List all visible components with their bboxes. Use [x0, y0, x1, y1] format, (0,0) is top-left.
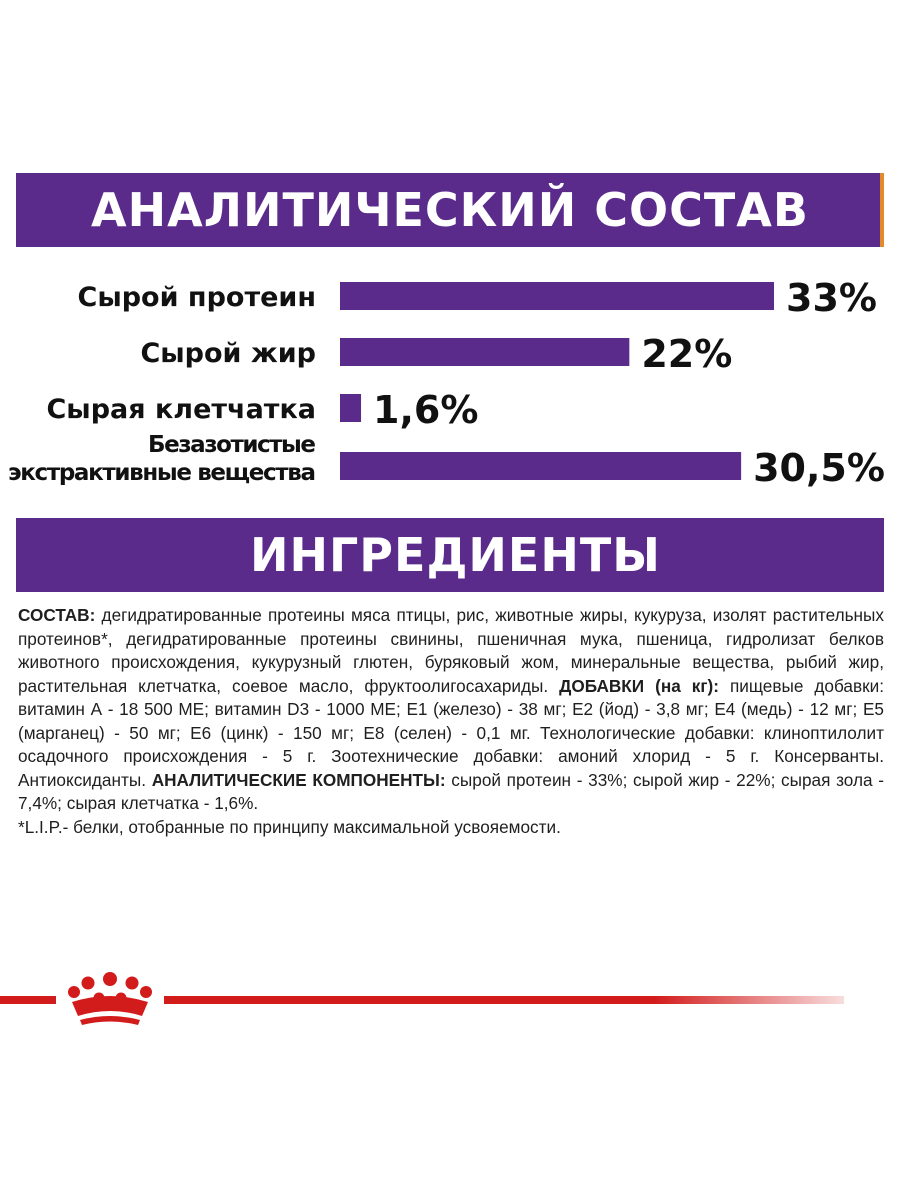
- brand-line-left: [0, 996, 56, 1004]
- additives-text: пищевые добавки: витамин А - 18 500 МЕ; …: [18, 675, 885, 790]
- additives-label: ДОБАВКИ (на кг):: [559, 675, 719, 696]
- bar-3: [340, 452, 742, 480]
- bar-1: [340, 338, 630, 366]
- composition-label: СОСТАВ:: [18, 605, 96, 625]
- analysis-title: АНАЛИТИЧЕСКИЙ СОСТАВ: [91, 183, 809, 237]
- footnote: *L.I.P.- белки, отобранные по принципу м…: [18, 816, 561, 837]
- composition-bar-chart: 33% Сырой протеин 22% Сырой жир 1,6% Сырая кл…: [8, 276, 885, 490]
- value-label-1: 22%: [641, 332, 732, 376]
- value-label-2: 1,6%: [373, 388, 478, 432]
- analytic-components-label: АНАЛИТИЧЕСКИЕ КОМПОНЕНТЫ:: [151, 769, 446, 790]
- composition-text: дегидратированные протеины мяса птицы, р…: [18, 605, 884, 696]
- category-label-3-1: экстрактивные вещества: [8, 460, 316, 486]
- banner-accent-stripe: [880, 173, 884, 247]
- ingredients-text-block: СОСТАВ: дегидратированные протеины мяса …: [18, 604, 884, 839]
- category-label-3-0: Безазотистые: [148, 432, 316, 458]
- analytic-components-text: сырой протеин - 33%; сырой жир - 22%; сы…: [18, 769, 884, 814]
- ingredients-title: ИНГРЕДИЕНТЫ: [250, 528, 661, 582]
- analysis-title-banner: АНАЛИТИЧЕСКИЙ СОСТАВ: [16, 173, 884, 247]
- bar-0: [340, 282, 774, 310]
- category-label-1-0: Сырой жир: [140, 338, 316, 369]
- category-label-2-0: Сырая клетчатка: [46, 394, 316, 425]
- value-label-3: 30,5%: [753, 446, 885, 490]
- crown-icon: [68, 972, 152, 1025]
- value-label-0: 33%: [786, 276, 877, 320]
- ingredients-title-banner: ИНГРЕДИЕНТЫ: [16, 518, 884, 592]
- brand-line-right: [164, 996, 844, 1004]
- category-label-0-0: Сырой протеин: [78, 282, 317, 313]
- bar-2: [340, 394, 362, 422]
